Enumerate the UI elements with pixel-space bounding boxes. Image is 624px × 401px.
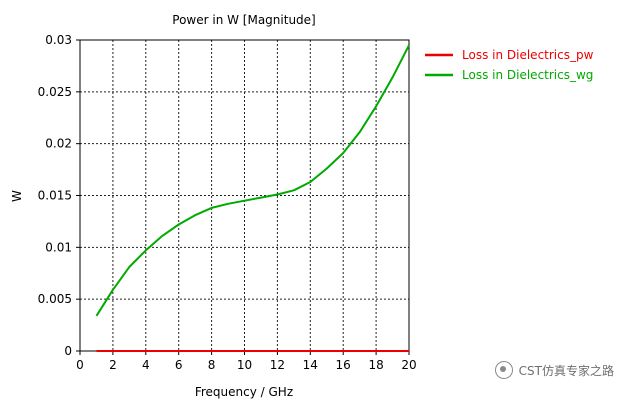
x-tick-label: 2 <box>109 358 117 372</box>
x-tick-label: 16 <box>336 358 351 372</box>
y-tick-label: 0.025 <box>38 85 72 99</box>
x-tick-label: 12 <box>270 358 285 372</box>
chart-title: Power in W [Magnitude] <box>172 13 315 27</box>
grid-lines <box>80 40 409 351</box>
x-tick-label: 6 <box>175 358 183 372</box>
watermark-text: CST仿真专家之路 <box>518 363 614 378</box>
watermark: CST仿真专家之路 <box>494 361 614 379</box>
y-axis-title: W <box>10 190 24 202</box>
wechat-icon <box>494 361 513 379</box>
y-tick-label: 0.03 <box>45 33 72 47</box>
x-axis-title: Frequency / GHz <box>195 385 293 399</box>
x-tick-label: 0 <box>76 358 84 372</box>
series-line-2 <box>95 44 410 317</box>
axes: 0 2 4 6 8 10 12 14 16 18 20 0 0.005 0.01 0.015 0.02 0.02… <box>38 33 417 372</box>
y-tick-label: 0.015 <box>38 189 72 203</box>
x-tick-label: 20 <box>401 358 416 372</box>
x-tick-label: 10 <box>237 358 252 372</box>
legend-label-2: Loss in Dielectrics_wg <box>462 68 593 82</box>
y-tick-label: 0.01 <box>45 240 72 254</box>
legend-label-1: Loss in Dielectrics_pw <box>462 48 594 62</box>
y-tick-label: 0 <box>64 344 72 358</box>
x-tick-label: 8 <box>208 358 216 372</box>
legend: Loss in Dielectrics_pw Loss in Dielectric… <box>425 48 594 82</box>
y-tick-label: 0.02 <box>45 137 72 151</box>
series-lines <box>95 44 410 352</box>
x-tick-label: 4 <box>142 358 150 372</box>
x-tick-label: 18 <box>368 358 383 372</box>
x-tick-label: 14 <box>303 358 318 372</box>
y-tick-label: 0.005 <box>38 292 72 306</box>
